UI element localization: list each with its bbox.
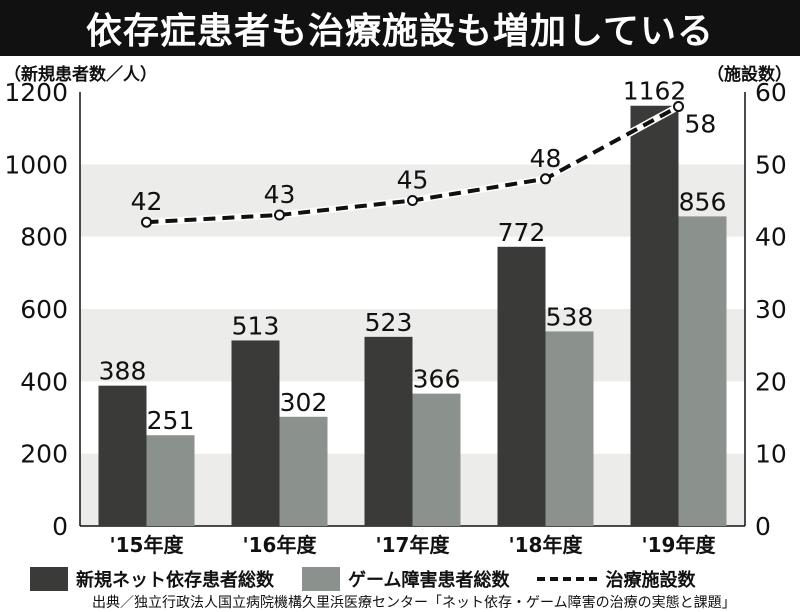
bar-value-label: 388 <box>99 357 147 386</box>
legend-item-new-patients: 新規ネット依存患者総数 <box>30 566 274 592</box>
category-label: '18年度 <box>509 533 584 557</box>
facility-point <box>407 195 418 206</box>
legend-swatch-dark <box>30 567 68 591</box>
left-tick-label: 800 <box>20 223 68 252</box>
facility-value-label: 45 <box>397 166 429 195</box>
bar-value-label: 523 <box>365 308 413 337</box>
facility-point <box>673 100 684 112</box>
bar-game-disorder <box>678 216 727 526</box>
category-label: '15年度 <box>110 533 185 557</box>
category-label: '16年度 <box>243 533 318 557</box>
legend-item-facilities: 治療施設数 <box>537 566 695 592</box>
bar-value-label: 302 <box>280 388 328 417</box>
bar-value-label: 538 <box>546 302 594 331</box>
left-tick-label: 400 <box>20 367 68 396</box>
bar-value-label: 513 <box>232 311 280 340</box>
bar-new-patients <box>364 336 413 526</box>
bar-value-label: 1162 <box>623 77 687 106</box>
facility-value-label: 43 <box>264 180 296 209</box>
left-tick-label: 200 <box>20 440 68 469</box>
bar-game-disorder <box>146 435 195 526</box>
left-tick-label: 600 <box>20 295 68 324</box>
left-axis-label: （新規患者数／人） <box>4 65 157 85</box>
bar-game-disorder <box>412 393 461 526</box>
facility-point <box>540 173 551 185</box>
legend-label: ゲーム障害患者総数 <box>348 570 510 591</box>
legend: 新規ネット依存患者総数 ゲーム障害患者総数 治療施設数 <box>30 566 790 592</box>
right-tick-label: 20 <box>755 367 787 396</box>
bar-game-disorder <box>279 416 328 526</box>
bar-new-patients <box>231 340 280 526</box>
bar-value-label: 856 <box>679 187 727 216</box>
legend-swatch-gray <box>302 567 340 591</box>
source-note: 出典／独立行政法人国立病院機構久里浜医療センター「ネット依存・ゲーム障害の治療の… <box>92 595 736 611</box>
category-label: '19年度 <box>642 533 717 557</box>
right-tick-label: 0 <box>755 512 771 541</box>
facility-point <box>141 216 152 228</box>
right-tick-label: 10 <box>755 440 787 469</box>
right-axis-label: （施設数） <box>707 65 792 85</box>
bar-game-disorder <box>545 331 594 526</box>
facility-point <box>274 209 285 221</box>
chart-title: 依存症患者も治療施設も増加している <box>0 0 800 56</box>
left-tick-label: 1200 <box>4 78 68 107</box>
bar-value-label: 772 <box>498 218 546 247</box>
right-tick-label: 40 <box>755 223 787 252</box>
legend-item-game-disorder: ゲーム障害患者総数 <box>302 566 509 592</box>
bar-new-patients <box>630 105 679 526</box>
bar-value-label: 366 <box>413 365 461 394</box>
bar-value-label: 251 <box>147 406 195 435</box>
left-tick-label: 0 <box>52 512 68 541</box>
bar-new-patients <box>497 246 546 526</box>
legend-dashed-line <box>537 577 598 581</box>
bar-new-patients <box>98 385 147 526</box>
facility-value-label: 48 <box>530 144 562 173</box>
right-tick-label: 30 <box>755 295 787 324</box>
facility-value-label: 42 <box>131 187 163 216</box>
left-tick-label: 1000 <box>4 150 68 179</box>
facility-value-label: 58 <box>685 109 717 138</box>
legend-label: 新規ネット依存患者総数 <box>76 570 274 591</box>
right-tick-label: 50 <box>755 150 787 179</box>
legend-label: 治療施設数 <box>605 570 696 591</box>
right-tick-label: 60 <box>755 78 787 107</box>
category-label: '17年度 <box>376 533 451 557</box>
